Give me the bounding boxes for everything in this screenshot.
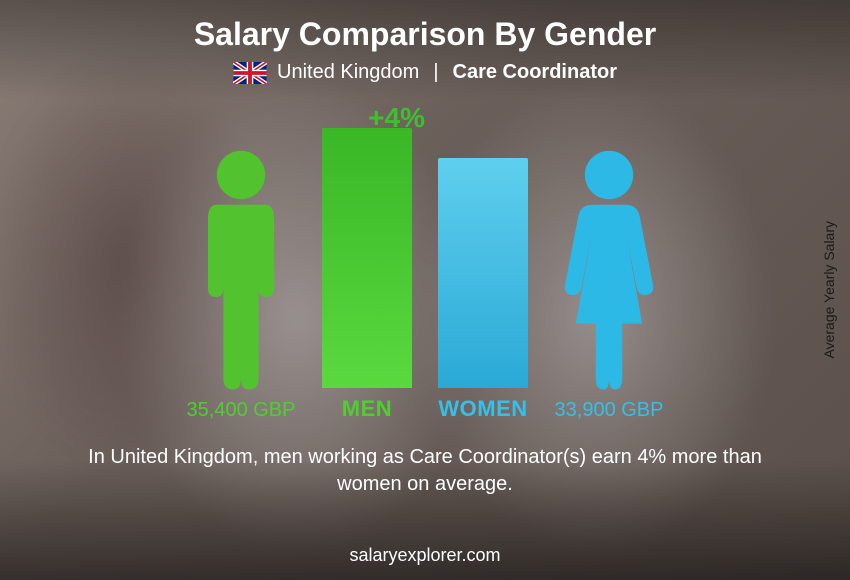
female-person-icon [554,146,664,391]
uk-flag-icon [233,62,267,84]
male-person-icon [186,146,296,391]
men-bar-label: MEN [342,396,392,422]
content-container: Salary Comparison By Gender United Kingd… [0,0,850,580]
men-salary-value: 35,400 GBP [187,399,296,422]
subtitle-country: United Kingdom [277,61,419,84]
page-title: Salary Comparison By Gender [194,16,656,53]
subtitle-separator: | [433,61,438,84]
subtitle-row: United Kingdom | Care Coordinator [233,61,617,84]
source-attribution: salaryexplorer.com [349,545,500,566]
women-bar-column: WOMEN [433,158,533,422]
difference-label: +4% [368,102,425,134]
male-figure-column: 35,400 GBP [181,146,301,422]
women-salary-value: 33,900 GBP [555,399,664,422]
men-bar-column: MEN [317,128,417,422]
subtitle-job: Care Coordinator [453,61,617,84]
chart-area: +4% 35,400 GBP MEN WOMEN [125,102,725,422]
axis-label-container: Average Yearly Salary [814,0,844,580]
description-text: In United Kingdom, men working as Care C… [75,444,775,498]
women-bar [438,158,528,388]
men-bar [322,128,412,388]
women-bar-label: WOMEN [438,396,527,422]
female-figure-column: 33,900 GBP [549,146,669,422]
y-axis-label: Average Yearly Salary [821,221,837,359]
